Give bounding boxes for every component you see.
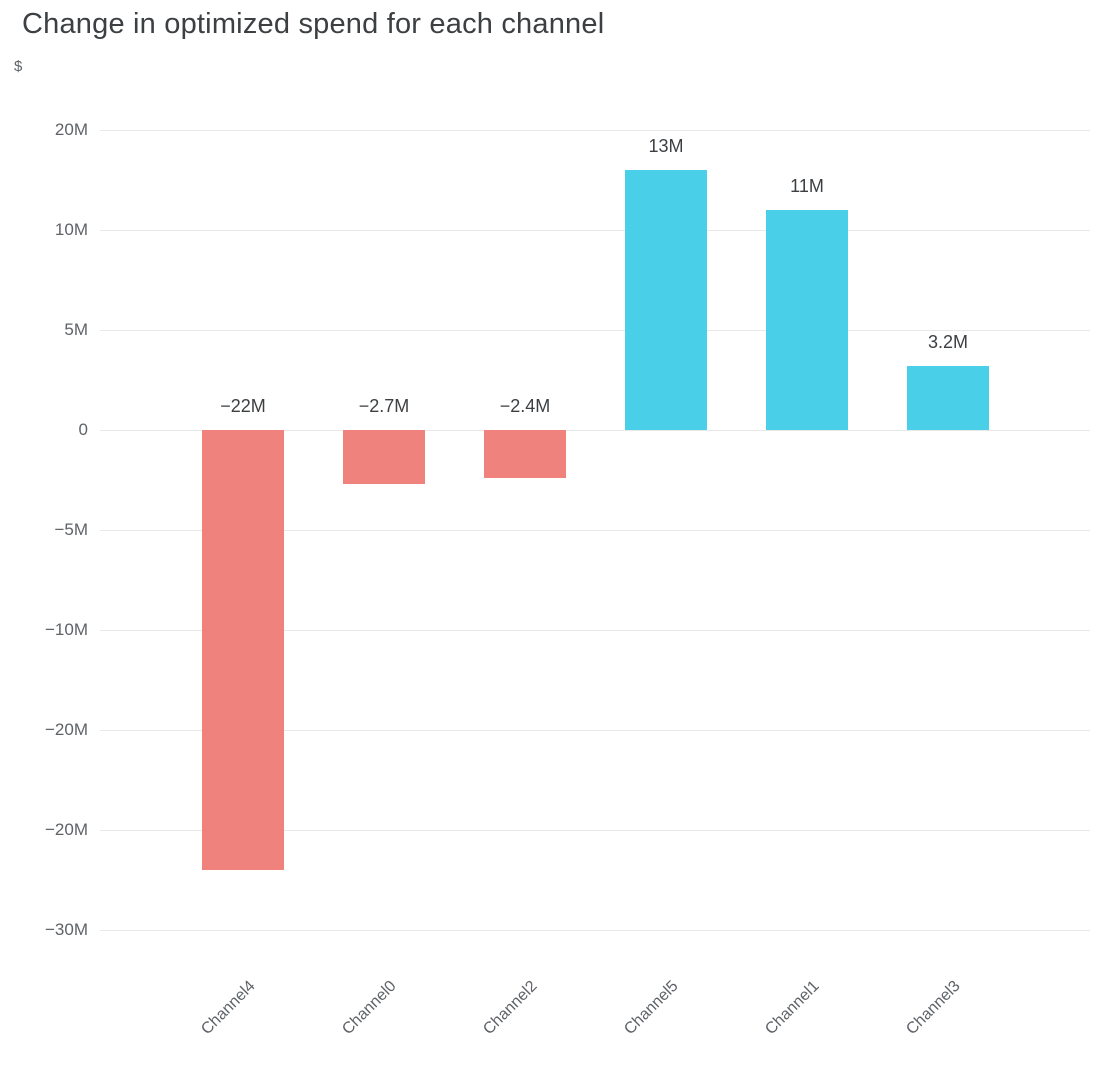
bar-value-label-channel5: 13M [648,136,684,156]
bar-channel3 [907,366,989,430]
bar-value-label-channel3: 3.2M [927,332,969,352]
x-axis-label-channel4: Channel4 [198,977,259,1039]
x-axis-label-channel1: Channel1 [762,977,823,1039]
y-axis-tick-label: 0 [78,420,88,439]
x-axis-label-channel3: Channel3 [903,977,964,1039]
y-axis-tick-label: −30M [45,920,88,939]
y-axis-tick-label: 5M [64,320,88,339]
y-axis-tick-label: −20M [45,820,88,839]
y-axis-tick-label: −20M [45,720,88,739]
x-axis-label-channel5: Channel5 [621,977,682,1039]
chart-title: Change in optimized spend for each chann… [22,8,605,40]
bar-channel1 [766,210,848,430]
bar-value-label-channel2: −2.4M [499,396,551,416]
gridline [100,929,1090,931]
y-axis-unit-label: $ [14,58,23,75]
x-axis-label-channel0: Channel0 [339,977,400,1039]
y-axis-tick-label: 20M [54,120,88,139]
bar-channel0 [343,430,425,484]
gridline [100,129,1090,131]
bar-channel2 [484,430,566,478]
bar-channel4 [202,430,284,870]
bar-value-label-channel1: 11M [790,176,824,196]
zero-gridline [100,429,1090,431]
gridline [100,829,1090,831]
gridline [100,229,1090,231]
y-axis-tick-label: 10M [54,220,88,239]
gridline [100,629,1090,631]
bar-channel5 [625,170,707,430]
gridline [100,529,1090,531]
bar-value-label-channel4: −22M [220,396,266,416]
y-axis-tick-label: −10M [45,620,88,639]
gridline [100,729,1090,731]
gridline [100,329,1090,331]
bar-value-label-channel0: −2.7M [358,396,410,416]
y-axis-tick-label: −5M [54,520,88,539]
x-axis-label-channel2: Channel2 [480,977,541,1039]
